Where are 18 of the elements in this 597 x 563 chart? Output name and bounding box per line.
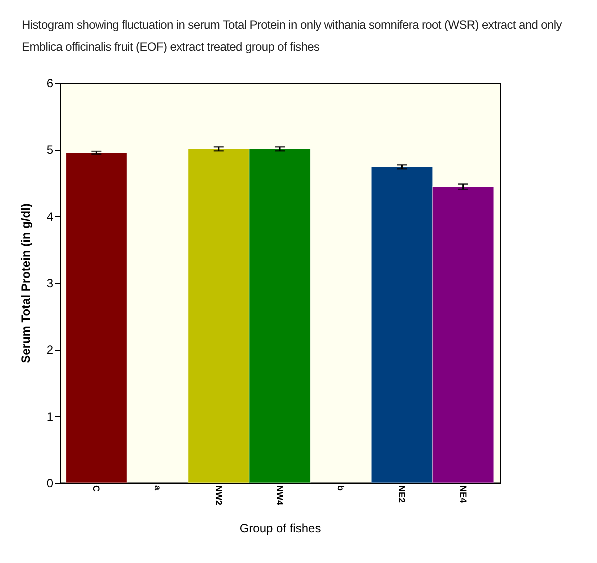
x-tick-label: NW2	[214, 486, 224, 506]
y-tick-label: 4	[46, 210, 54, 224]
y-tick-label: 3	[46, 276, 54, 290]
y-axis-title: Serum Total Protein (in g/dl)	[18, 204, 33, 364]
bar	[66, 152, 128, 484]
y-tick-label: 5	[46, 143, 54, 158]
x-tick-label: NE4	[458, 486, 468, 504]
x-tick-label: NW4	[275, 486, 285, 506]
x-axis-title: Group of fishes	[240, 522, 322, 536]
x-tick-label: a	[152, 486, 163, 492]
y-tick-label: 0	[46, 476, 54, 490]
x-tick-label: NE2	[397, 486, 408, 504]
x-tick-label: C	[92, 486, 102, 492]
y-tick-label: 1	[46, 410, 54, 424]
chart-title: Histogram showing fluctuation in serum Total Protein in only withania somnifera root (WSR) extract and only Emblica officinalis fruit (EOF) extract treated group of fishes	[22, 17, 564, 56]
y-tick-label: 2	[46, 343, 54, 358]
x-tick-label: b	[336, 486, 346, 492]
y-tick-label: 6	[46, 76, 54, 90]
